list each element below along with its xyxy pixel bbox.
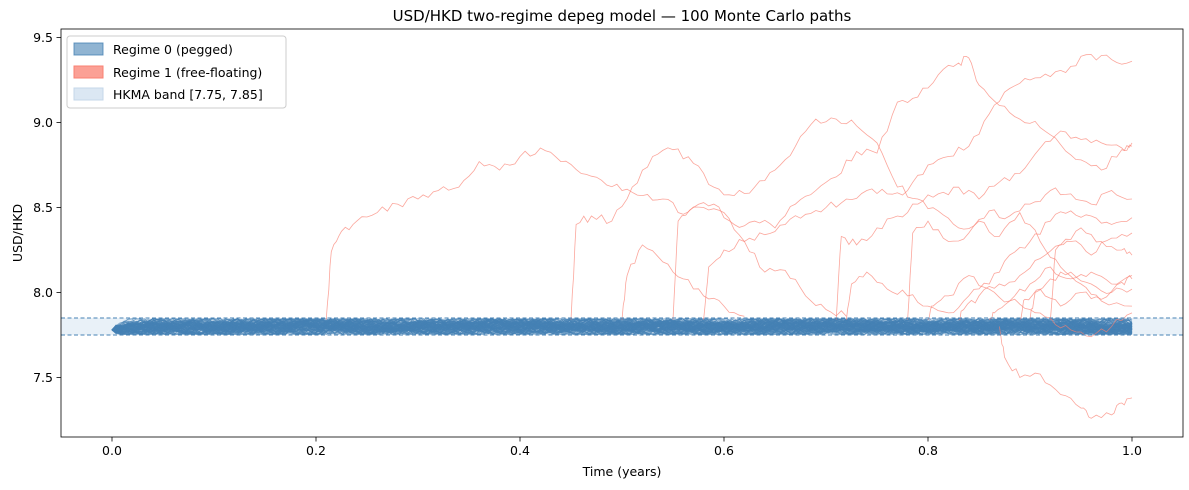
regime-1-path-14: [1029, 271, 1133, 320]
regime-1-path-4: [703, 54, 1133, 320]
x-tick-label: 0.4: [510, 443, 530, 458]
regime-1-path-1: [570, 117, 1133, 320]
legend-label-regime-1: Regime 1 (free-floating): [113, 65, 262, 80]
regime-0-path: [111, 318, 1133, 335]
x-tick-label: 0.0: [102, 443, 122, 458]
y-tick-label: 7.5: [33, 370, 53, 385]
regime-1-path-10: [927, 266, 1133, 320]
regime-1-path-3: [672, 55, 1133, 320]
plot-frame: [60, 28, 1184, 438]
x-axis: 0.0 0.2 0.4 0.6 0.8 1.0: [102, 437, 1142, 458]
regime-1-path-5: [835, 130, 1133, 320]
regime-1-paths: [325, 54, 1133, 419]
legend-swatch-hkma-band: [73, 87, 104, 101]
x-axis-label: Time (years): [582, 464, 662, 479]
regime-1-path-6: [907, 187, 1133, 320]
regime-1-path-7: [846, 210, 1133, 320]
regime-1-path-9: [958, 227, 1133, 321]
regime-0-path: [111, 318, 1133, 335]
y-tick-label: 9.0: [33, 115, 53, 130]
y-tick-label: 8.0: [33, 285, 53, 300]
regime-1-path-11: [1050, 232, 1133, 320]
regime-1-path-0: [325, 147, 847, 320]
y-axis-label: USD/HKD: [10, 204, 25, 262]
legend-swatch-regime-0: [73, 42, 104, 56]
regime-0-path: [111, 318, 1133, 335]
regime-1-path-12: [1019, 274, 1133, 320]
legend-box: [66, 35, 287, 109]
legend-swatch-regime-1: [73, 65, 104, 79]
regime-1-path-2: [621, 244, 745, 320]
regime-0-path: [111, 318, 1133, 335]
legend-label-regime-0: Regime 0 (pegged): [113, 42, 233, 57]
x-tick-label: 0.6: [714, 443, 734, 458]
legend-label-hkma-band: HKMA band [7.75, 7.85]: [113, 87, 263, 102]
x-tick-label: 0.2: [306, 443, 326, 458]
x-tick-label: 0.8: [918, 443, 938, 458]
y-tick-label: 8.5: [33, 200, 53, 215]
chart-title: USD/HKD two-regime depeg model — 100 Mon…: [393, 7, 852, 25]
regime-1-path-8: [999, 326, 1133, 419]
regime-0-path: [111, 318, 1133, 335]
y-tick-label: 9.5: [33, 30, 53, 45]
regime-0-path: [111, 318, 1133, 335]
regime-0-path: [111, 318, 1133, 335]
x-tick-label: 1.0: [1122, 443, 1142, 458]
legend: Regime 0 (pegged) Regime 1 (free-floatin…: [66, 35, 287, 109]
plot-area: [61, 54, 1183, 419]
regime-0-paths: [111, 318, 1133, 335]
y-axis: 7.5 8.0 8.5 9.0 9.5: [33, 30, 61, 385]
